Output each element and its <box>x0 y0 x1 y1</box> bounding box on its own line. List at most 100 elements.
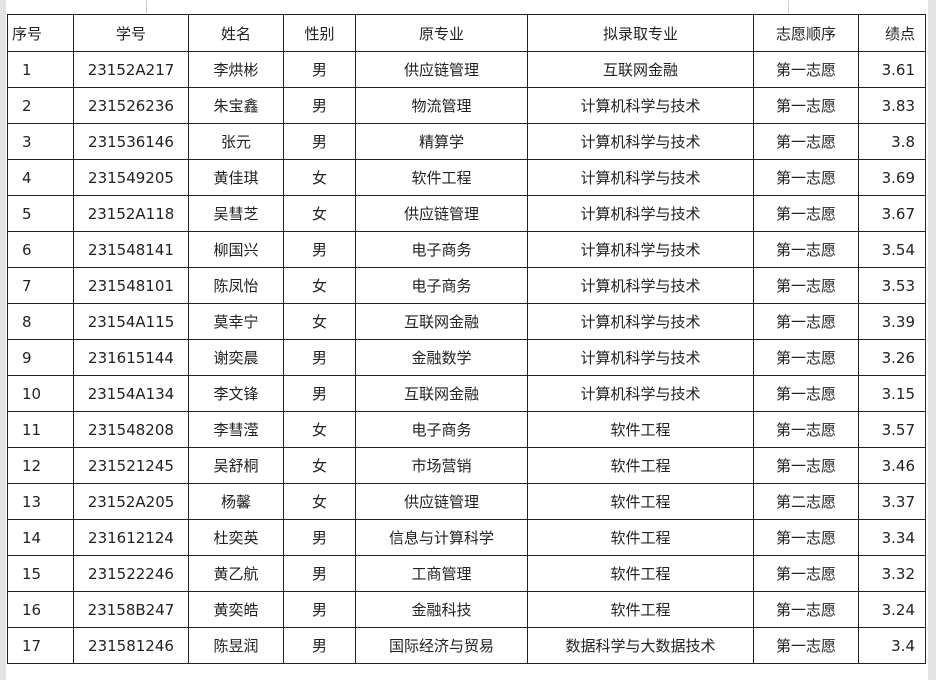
cell-index: 15 <box>7 555 74 592</box>
cell-preference-order: 第一志愿 <box>753 231 859 268</box>
cell-gender: 男 <box>283 339 356 376</box>
cell-index: 1 <box>7 51 74 88</box>
cell-preference-order: 第一志愿 <box>753 303 859 340</box>
header-preference-order: 志愿顺序 <box>753 14 859 52</box>
cell-admitted-major: 软件工程 <box>527 519 754 556</box>
cell-original-major: 供应链管理 <box>355 483 528 520</box>
cell-preference-order: 第一志愿 <box>753 123 859 160</box>
cell-student-id: 23152A217 <box>73 51 189 88</box>
cell-name: 吴彗芝 <box>188 195 284 232</box>
cell-name: 黄乙航 <box>188 555 284 592</box>
table-row: 11 231548208 李彗滢女电子商务 软件工程 第一志愿 3.57 <box>7 411 926 448</box>
cell-preference-order: 第二志愿 <box>753 483 859 520</box>
cell-preference-order: 第一志愿 <box>753 51 859 88</box>
cell-preference-order: 第一志愿 <box>753 519 859 556</box>
cell-original-major: 精算学 <box>355 123 528 160</box>
cell-name: 陈昱润 <box>188 627 284 664</box>
cell-gender: 女 <box>283 483 356 520</box>
cell-preference-order: 第一志愿 <box>753 591 859 628</box>
cell-name: 李彗滢 <box>188 411 284 448</box>
cell-name: 谢奕晨 <box>188 339 284 376</box>
cell-name: 杨馨 <box>188 483 284 520</box>
cell-admitted-major: 软件工程 <box>527 447 754 484</box>
cell-gpa: 3.34 <box>858 519 926 556</box>
cell-admitted-major: 计算机科学与技术 <box>527 87 754 124</box>
cell-original-major: 电子商务 <box>355 267 528 304</box>
cell-gender: 女 <box>283 447 356 484</box>
cell-student-id: 231548141 <box>73 231 189 268</box>
cell-name: 黄佳琪 <box>188 159 284 196</box>
cell-name: 陈凤怡 <box>188 267 284 304</box>
cell-preference-order: 第一志愿 <box>753 87 859 124</box>
cell-gender: 女 <box>283 411 356 448</box>
table-row: 10 23154A134 李文锋男互联网金融 计算机科学与技术 第一志愿 3.15 <box>7 375 926 412</box>
table-row: 5 23152A118 吴彗芝女供应链管理 计算机科学与技术 第一志愿 3.67 <box>7 195 926 232</box>
cell-gpa: 3.53 <box>858 267 926 304</box>
cell-index: 11 <box>7 411 74 448</box>
cell-preference-order: 第一志愿 <box>753 159 859 196</box>
cell-admitted-major: 计算机科学与技术 <box>527 159 754 196</box>
cell-student-id: 231548101 <box>73 267 189 304</box>
cell-name: 李文锋 <box>188 375 284 412</box>
right-gutter <box>928 0 936 680</box>
cell-gender: 男 <box>283 51 356 88</box>
cell-original-major: 物流管理 <box>355 87 528 124</box>
column-divider <box>788 0 789 13</box>
cell-student-id: 23154A115 <box>73 303 189 340</box>
cell-admitted-major: 计算机科学与技术 <box>527 123 754 160</box>
cell-index: 4 <box>7 159 74 196</box>
cell-admitted-major: 软件工程 <box>527 555 754 592</box>
cell-gpa: 3.4 <box>858 627 926 664</box>
cell-gpa: 3.46 <box>858 447 926 484</box>
cell-name: 李烘彬 <box>188 51 284 88</box>
cell-student-id: 23152A118 <box>73 195 189 232</box>
cell-gpa: 3.26 <box>858 339 926 376</box>
cell-admitted-major: 软件工程 <box>527 483 754 520</box>
cell-name: 柳国兴 <box>188 231 284 268</box>
cell-gender: 男 <box>283 375 356 412</box>
table-row: 13 23152A205 杨馨女供应链管理 软件工程 第二志愿 3.37 <box>7 483 926 520</box>
cell-index: 12 <box>7 447 74 484</box>
cell-name: 吴舒桐 <box>188 447 284 484</box>
table-row: 3 231536146 张元男精算学 计算机科学与技术 第一志愿 3.8 <box>7 123 926 160</box>
cell-admitted-major: 计算机科学与技术 <box>527 231 754 268</box>
cell-preference-order: 第一志愿 <box>753 555 859 592</box>
cell-original-major: 信息与计算科学 <box>355 519 528 556</box>
header-gender: 性别 <box>283 14 356 52</box>
column-divider <box>146 0 147 13</box>
cell-student-id: 231615144 <box>73 339 189 376</box>
cell-gender: 男 <box>283 231 356 268</box>
cell-gender: 男 <box>283 555 356 592</box>
cell-original-major: 供应链管理 <box>355 51 528 88</box>
table-row: 12 231521245 吴舒桐女市场营销 软件工程 第一志愿 3.46 <box>7 447 926 484</box>
cell-gpa: 3.57 <box>858 411 926 448</box>
table-row: 4 231549205 黄佳琪女软件工程 计算机科学与技术 第一志愿 3.69 <box>7 159 926 196</box>
header-gpa: 绩点 <box>858 14 926 52</box>
cell-student-id: 231526236 <box>73 87 189 124</box>
cell-gender: 男 <box>283 519 356 556</box>
table-row: 9 231615144 谢奕晨男金融数学 计算机科学与技术 第一志愿 3.26 <box>7 339 926 376</box>
cell-preference-order: 第一志愿 <box>753 267 859 304</box>
cell-index: 9 <box>7 339 74 376</box>
cell-gender: 女 <box>283 159 356 196</box>
cell-gpa: 3.54 <box>858 231 926 268</box>
table-row: 1 23152A217 李烘彬男供应链管理 互联网金融 第一志愿 3.61 <box>7 51 926 88</box>
cell-admitted-major: 软件工程 <box>527 411 754 448</box>
cell-original-major: 互联网金融 <box>355 303 528 340</box>
cell-original-major: 供应链管理 <box>355 195 528 232</box>
cell-name: 朱宝鑫 <box>188 87 284 124</box>
cell-index: 14 <box>7 519 74 556</box>
cell-name: 张元 <box>188 123 284 160</box>
cell-gpa: 3.61 <box>858 51 926 88</box>
cell-original-major: 软件工程 <box>355 159 528 196</box>
cell-original-major: 工商管理 <box>355 555 528 592</box>
cell-gpa: 3.32 <box>858 555 926 592</box>
cell-index: 17 <box>7 627 74 664</box>
cell-admitted-major: 互联网金融 <box>527 51 754 88</box>
cell-original-major: 市场营销 <box>355 447 528 484</box>
cell-student-id: 231548208 <box>73 411 189 448</box>
header-admitted-major: 拟录取专业 <box>527 14 754 52</box>
cell-admitted-major: 计算机科学与技术 <box>527 303 754 340</box>
cell-preference-order: 第一志愿 <box>753 411 859 448</box>
cell-student-id: 231522246 <box>73 555 189 592</box>
